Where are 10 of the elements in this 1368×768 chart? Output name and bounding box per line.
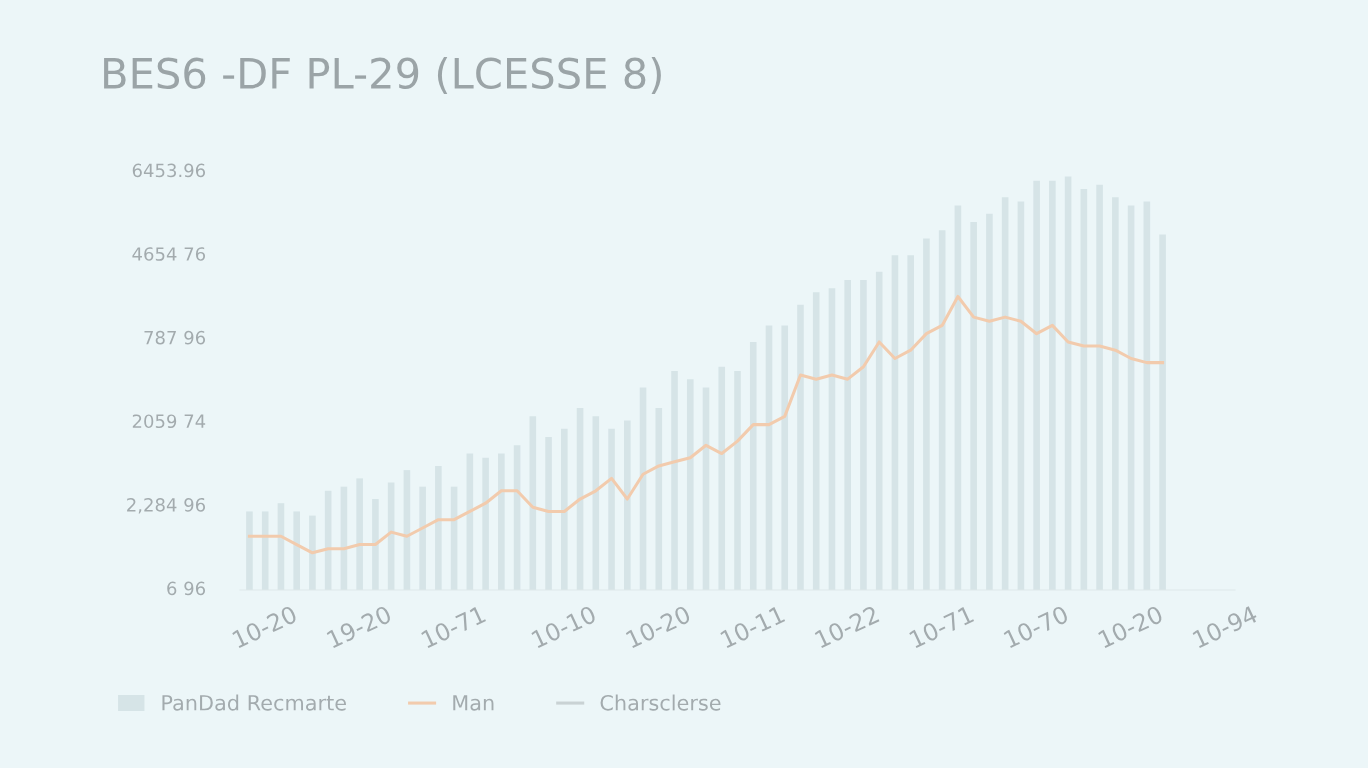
legend-label: Man: [453, 695, 494, 711]
chart-title: BES6 -DF PL-29 (LCESSE 8): [104, 56, 661, 94]
text: 6453.96: [132, 163, 206, 178]
text: 4654 76: [132, 247, 206, 261]
legend-label: PanDad Recmarte: [162, 694, 346, 711]
text: 2,284 96: [127, 497, 206, 514]
text: 6 96: [167, 581, 206, 596]
legend-label: Charsclerse: [600, 694, 721, 711]
text: 2059 74: [132, 414, 206, 429]
text: 787 96: [144, 330, 206, 345]
